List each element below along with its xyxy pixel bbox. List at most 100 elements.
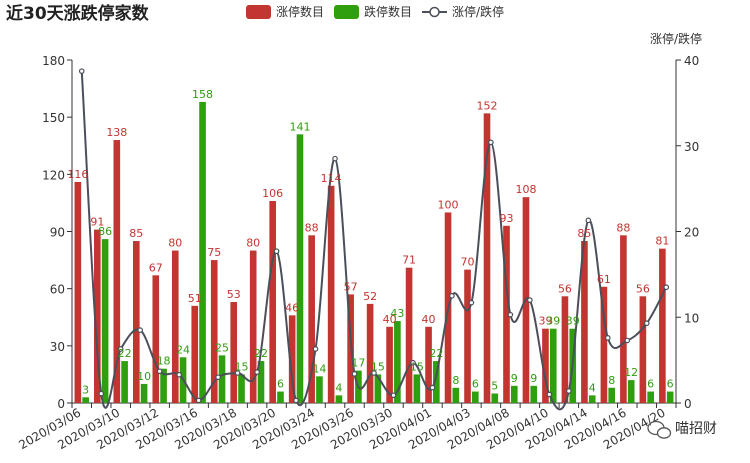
bar-down [160, 368, 167, 403]
legend[interactable]: 涨停数目 跌停数目 涨停/跌停 [246, 4, 504, 19]
data-label-up: 93 [499, 212, 513, 225]
data-label-up: 116 [67, 168, 88, 181]
ratio-point [429, 384, 436, 391]
ratio-point [195, 397, 202, 404]
bar-up [464, 269, 471, 403]
bar-up [308, 235, 315, 403]
data-label-up: 91 [90, 216, 104, 229]
data-label-down: 15 [410, 360, 424, 373]
data-label-down: 9 [530, 372, 537, 385]
ratio-point [605, 335, 611, 341]
bar-down [140, 383, 148, 403]
data-label-up: 51 [188, 292, 202, 305]
bar-up [94, 229, 101, 403]
legend-swatch-up [246, 5, 271, 19]
legend-item-ratio[interactable]: 涨停/跌停 [422, 4, 504, 19]
y-left-tick-label: 0 [57, 397, 65, 411]
bar-up [230, 302, 238, 403]
bar-up [288, 315, 296, 403]
y-left-tick-label: 90 [50, 226, 65, 240]
data-label-down: 86 [98, 225, 112, 238]
bar-up [113, 140, 121, 404]
ratio-point [351, 371, 358, 377]
data-label-down: 39 [546, 315, 560, 328]
ratio-point [410, 359, 416, 366]
data-label-up: 57 [344, 280, 358, 293]
data-label-up: 152 [477, 99, 498, 112]
bar-up [659, 248, 666, 403]
bar-up [542, 328, 549, 403]
data-label-down: 15 [235, 360, 249, 373]
data-label-down: 5 [491, 379, 498, 392]
bar-down [199, 101, 206, 403]
ratio-point [176, 371, 182, 378]
bar-up [210, 260, 218, 403]
y-right-tick-label: 30 [684, 140, 699, 154]
data-label-up: 80 [246, 237, 260, 250]
bar-up [132, 241, 140, 403]
data-label-up: 40 [422, 313, 436, 326]
data-label-up: 80 [168, 237, 182, 250]
bar-down [101, 239, 109, 403]
data-label-up: 67 [149, 261, 163, 274]
ratio-point [293, 397, 299, 404]
data-label-up: 70 [461, 256, 475, 269]
bar-up [483, 113, 491, 403]
ratio-line [78, 68, 670, 411]
bar-up [191, 305, 199, 403]
y-left-tick-label: 120 [42, 168, 65, 182]
ratio-point [371, 370, 377, 376]
ratio-point [332, 155, 338, 162]
data-label-down: 25 [215, 341, 229, 354]
data-label-down: 12 [624, 366, 638, 379]
data-label-up: 108 [515, 183, 536, 196]
ratio-point [234, 370, 241, 376]
data-label-down: 158 [192, 88, 213, 101]
y-right-tick-label: 0 [684, 397, 692, 411]
data-label-up: 81 [655, 235, 669, 248]
ratio-point [663, 284, 670, 291]
ratio-line-path [80, 71, 668, 411]
right-axis-label: 涨停/跌停 [650, 31, 702, 46]
bar-down [433, 361, 440, 403]
data-label-up: 53 [227, 288, 241, 301]
bar-up [249, 250, 257, 403]
legend-label-up: 涨停数目 [276, 4, 324, 19]
data-label-up: 85 [129, 227, 143, 240]
data-label-up: 46 [285, 301, 299, 314]
legend-item-up[interactable]: 涨停数目 [246, 4, 324, 19]
data-label-up: 138 [106, 126, 127, 139]
data-label-up: 88 [305, 221, 319, 234]
bar-up [561, 296, 569, 403]
ratio-point [98, 390, 105, 397]
data-label-down: 6 [647, 378, 654, 391]
bar-down [530, 385, 538, 403]
bar-up [503, 225, 510, 403]
bar-up [171, 250, 179, 403]
data-label-down: 8 [608, 374, 615, 387]
legend-item-down[interactable]: 跌停数目 [334, 4, 412, 19]
y-right-tick-label: 10 [684, 311, 699, 325]
data-label-down: 22 [254, 347, 268, 360]
data-label-up: 39 [538, 315, 552, 328]
bar-down [335, 395, 343, 403]
data-label-down: 6 [472, 378, 479, 391]
ratio-point [468, 299, 475, 306]
ratio-point [117, 346, 124, 352]
ratio-point [507, 311, 514, 318]
ratio-point [624, 337, 631, 344]
ratio-point [254, 369, 260, 375]
data-label-down: 9 [511, 372, 518, 385]
bar-down [257, 361, 265, 403]
wechat-icon [647, 420, 672, 439]
bar-down [588, 395, 596, 403]
bar-up [405, 267, 413, 403]
data-label-down: 3 [82, 383, 89, 396]
data-label-down: 24 [176, 343, 190, 356]
bar-up [639, 296, 647, 403]
data-label-up: 61 [597, 273, 611, 286]
ratio-point [585, 217, 592, 224]
y-right-tick-label: 40 [684, 54, 699, 68]
bar-up [269, 201, 276, 403]
